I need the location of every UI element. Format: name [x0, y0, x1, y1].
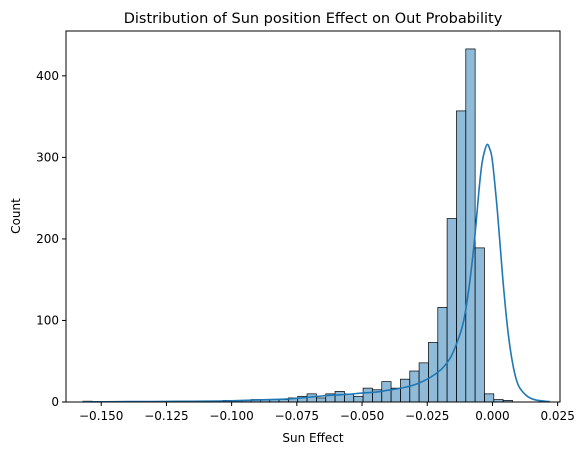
- y-tick-label: 300: [36, 150, 59, 164]
- x-tick-label: −0.150: [79, 409, 123, 423]
- histogram-bar: [362, 387, 373, 403]
- histogram-bar: [484, 393, 495, 403]
- y-tick-label: 0: [51, 395, 59, 409]
- x-tick-label: 0.000: [475, 409, 509, 423]
- x-tick-label: −0.075: [275, 409, 319, 423]
- x-tick-label: −0.125: [144, 409, 188, 423]
- histogram-bar: [465, 48, 476, 403]
- chart-title: Distribution of Sun position Effect on O…: [124, 11, 503, 27]
- x-axis-ticks: −0.150 −0.125 −0.100 −0.075 −0.050 −0.025 0.00…: [79, 402, 575, 423]
- kde-curve-layer: [82, 143, 550, 403]
- x-tick-label: −0.100: [209, 409, 253, 423]
- histogram-bar: [334, 391, 345, 403]
- histogram-bar: [400, 378, 411, 403]
- histogram-bar: [446, 218, 457, 403]
- histogram-bar: [428, 342, 439, 403]
- x-tick-label: 0.025: [540, 409, 574, 423]
- y-axis-ticks: 0 100 200 300 400: [36, 69, 66, 409]
- y-tick-label: 200: [36, 232, 59, 246]
- kde-line: [82, 143, 550, 403]
- histogram-bar: [474, 247, 485, 403]
- histogram-bar: [353, 395, 364, 403]
- histogram-bar: [316, 397, 327, 403]
- x-tick-label: −0.025: [405, 409, 449, 423]
- y-axis-label: Count: [9, 198, 23, 234]
- x-tick-label: −0.050: [340, 409, 384, 423]
- histogram-bar: [437, 307, 448, 403]
- y-tick-label: 400: [36, 69, 59, 83]
- histogram-bar: [456, 110, 467, 403]
- y-tick-label: 100: [36, 313, 59, 327]
- plot-frame: [65, 30, 561, 403]
- x-axis-label: Sun Effect: [282, 431, 343, 445]
